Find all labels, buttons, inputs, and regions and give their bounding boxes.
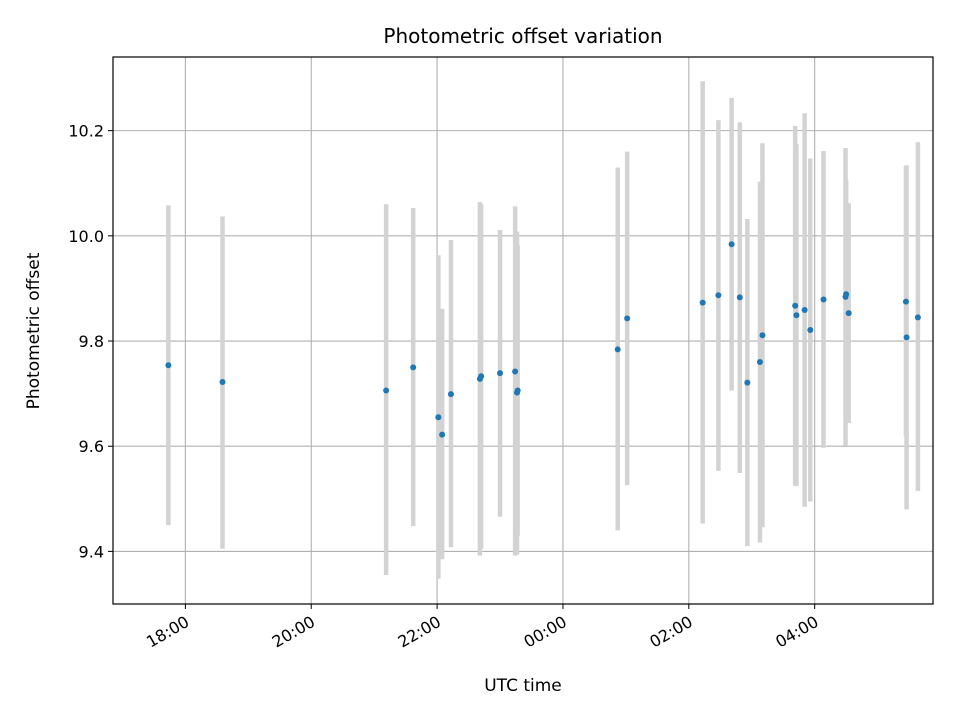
data-point xyxy=(514,387,521,394)
y-axis: 9.4 9.6 9.8 10.0 10.2 xyxy=(68,122,113,561)
y-tick-label: 9.8 xyxy=(79,332,104,351)
data-point xyxy=(410,364,417,371)
data-point xyxy=(902,298,909,305)
data-point xyxy=(756,359,763,366)
data-point xyxy=(728,241,735,248)
data-point xyxy=(744,379,751,386)
x-axis: 18:00 20:00 22:00 00:00 02:00 04:00 xyxy=(143,604,822,652)
data-point xyxy=(845,310,852,317)
data-point xyxy=(624,315,631,322)
data-point xyxy=(715,292,722,299)
data-point xyxy=(793,312,800,319)
data-point xyxy=(383,387,390,394)
x-tick-label: 04:00 xyxy=(772,612,821,652)
data-point xyxy=(478,373,485,380)
y-axis-label: Photometric offset xyxy=(24,252,44,409)
y-tick-label: 9.6 xyxy=(79,437,104,456)
data-point xyxy=(843,291,850,298)
x-tick-label: 00:00 xyxy=(521,612,570,652)
data-point xyxy=(792,302,799,309)
data-point xyxy=(914,314,921,321)
chart-title: Photometric offset variation xyxy=(383,24,662,48)
x-tick-label: 02:00 xyxy=(646,612,695,652)
x-tick-label: 22:00 xyxy=(395,612,444,652)
data-point xyxy=(820,296,827,303)
y-tick-label: 10.0 xyxy=(68,227,104,246)
data-point xyxy=(614,346,621,353)
x-tick-label: 20:00 xyxy=(269,612,318,652)
data-point xyxy=(497,370,504,377)
data-point xyxy=(439,431,446,438)
error-bars xyxy=(166,81,921,579)
data-points xyxy=(165,241,921,438)
data-point xyxy=(699,299,706,306)
data-point xyxy=(219,379,226,386)
x-tick-label: 18:00 xyxy=(143,612,192,652)
x-axis-label: UTC time xyxy=(484,676,562,696)
y-tick-label: 9.4 xyxy=(79,542,104,561)
data-point xyxy=(512,368,519,375)
data-point xyxy=(807,326,814,333)
data-point xyxy=(759,332,766,339)
data-point xyxy=(447,391,454,398)
data-point xyxy=(801,306,808,313)
y-tick-label: 10.2 xyxy=(68,122,104,141)
data-point xyxy=(435,414,442,421)
plot-frame xyxy=(112,56,934,605)
data-point xyxy=(165,362,172,369)
data-point xyxy=(736,294,743,301)
data-point xyxy=(903,334,910,341)
